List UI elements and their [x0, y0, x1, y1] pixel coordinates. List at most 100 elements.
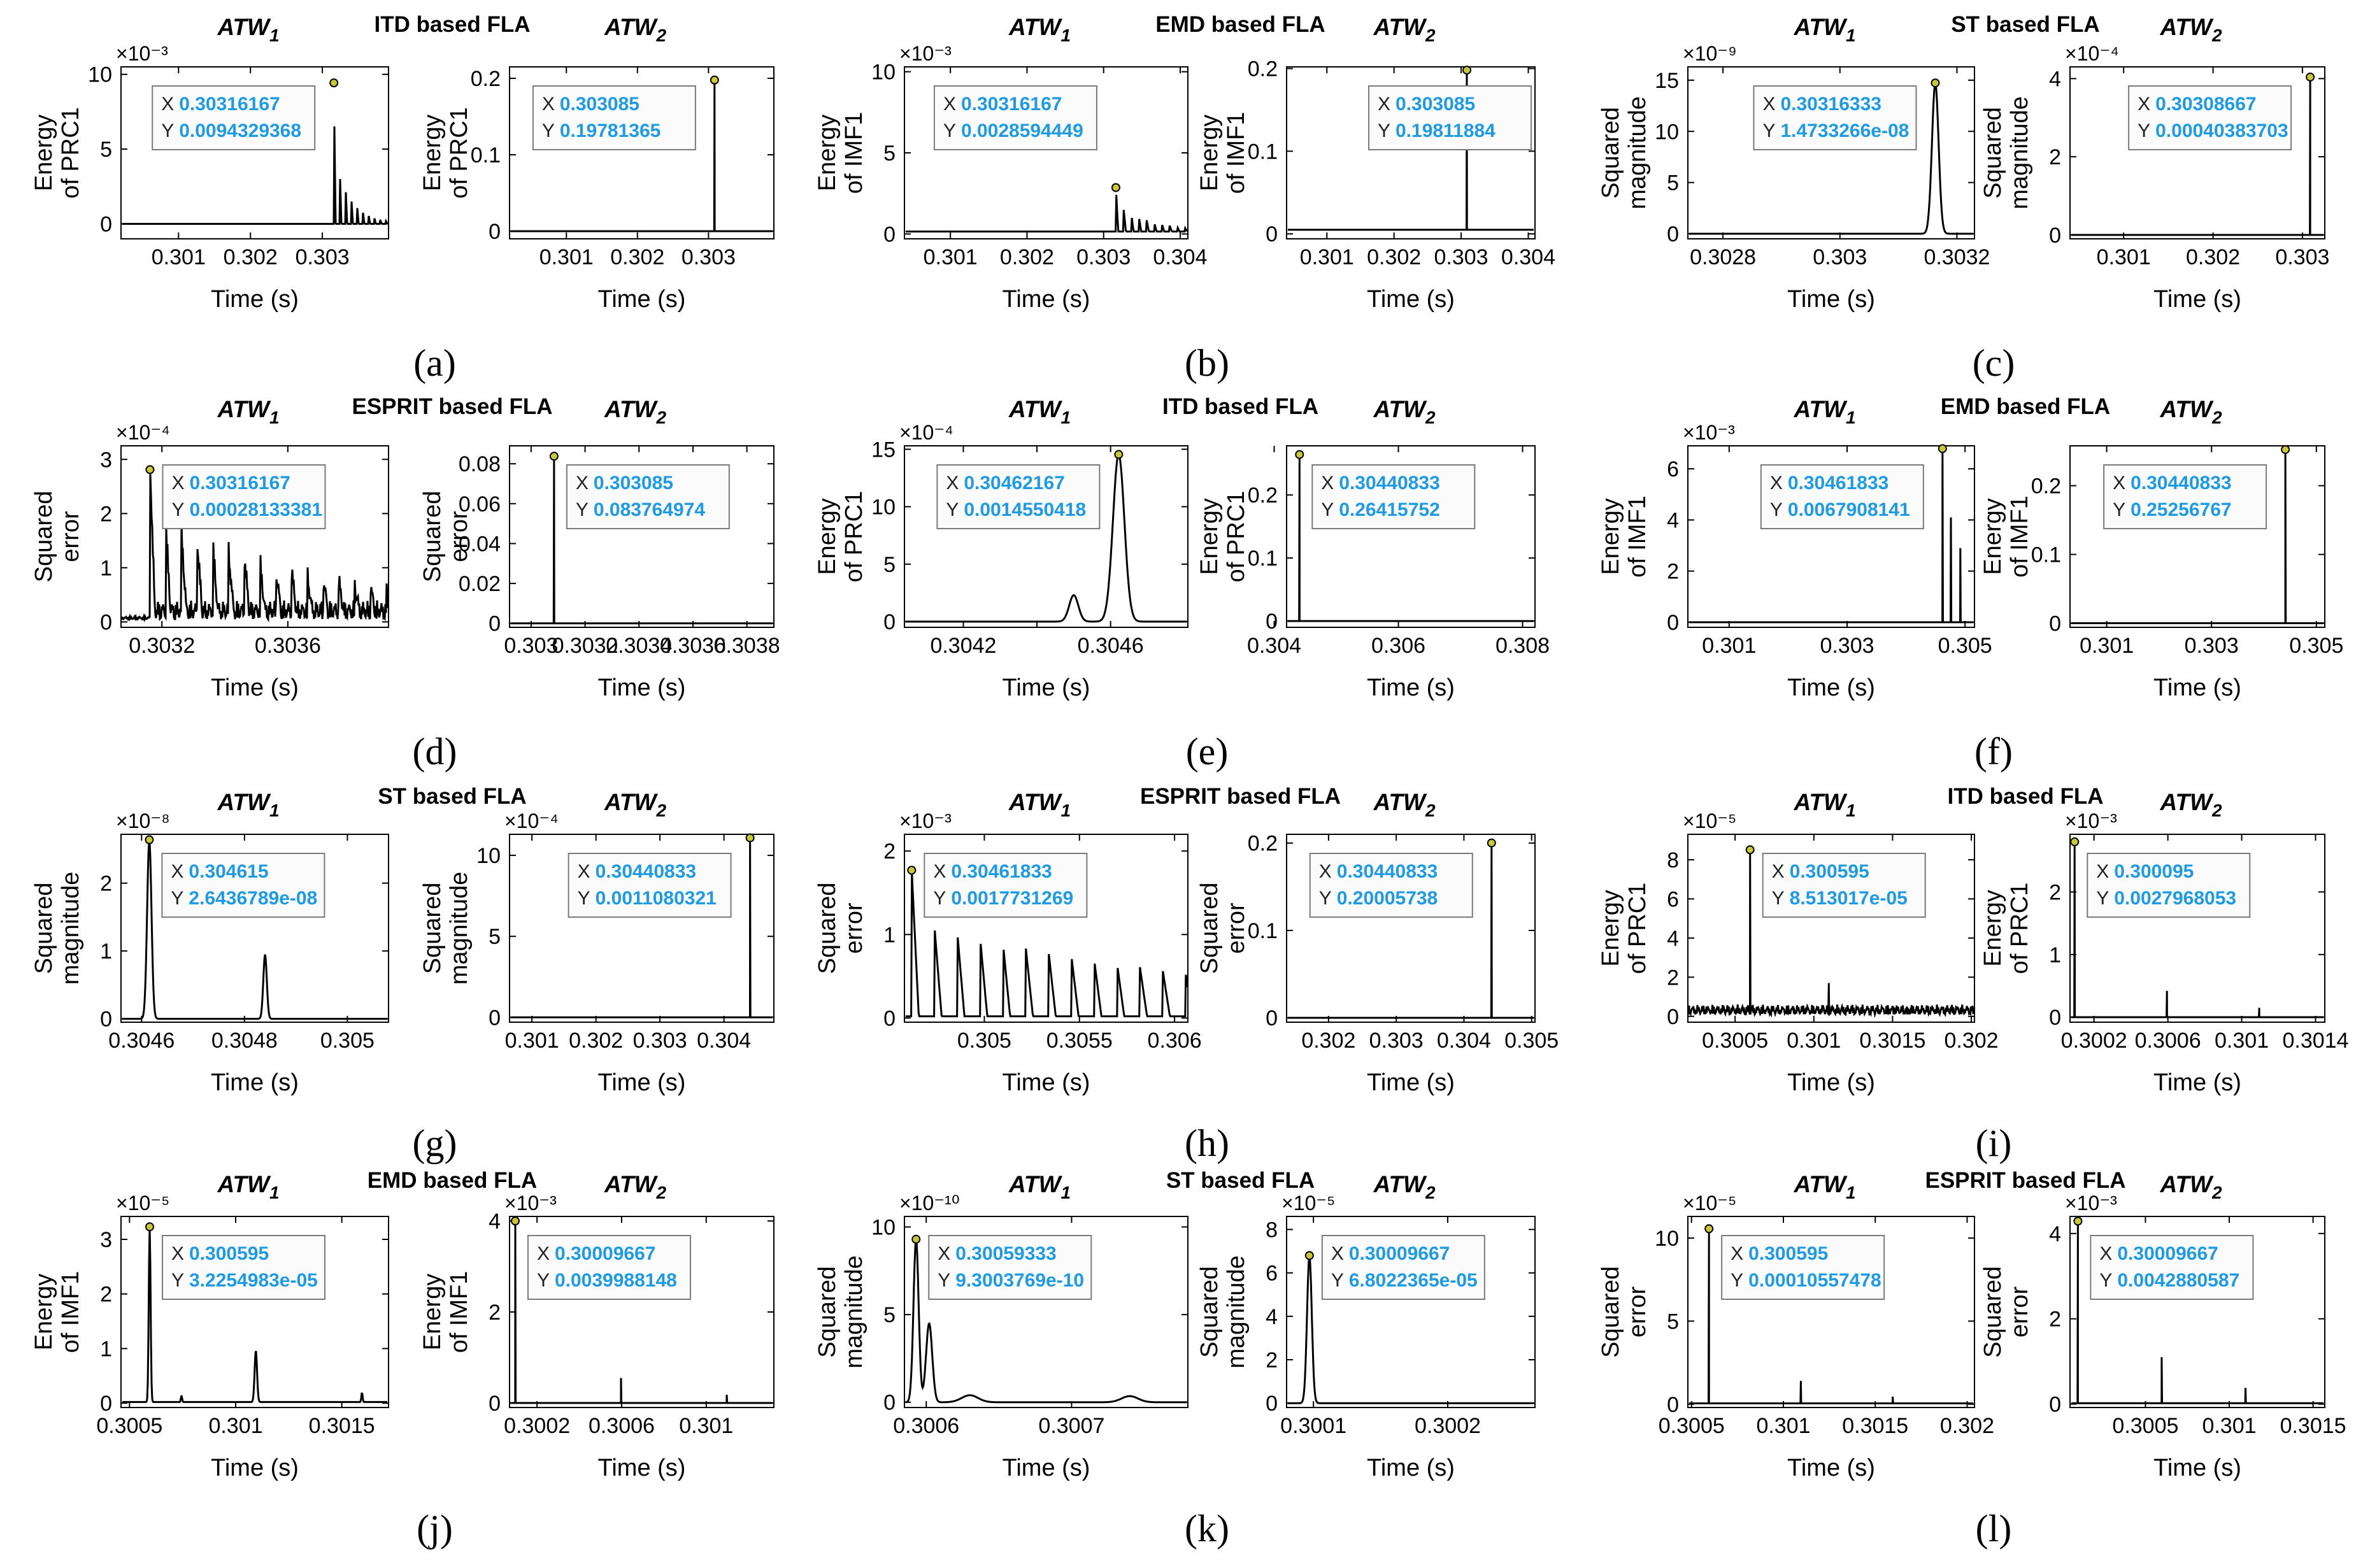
subplot-title-main: ATW: [604, 14, 659, 40]
x-tick-label: 0.3028: [1690, 245, 1756, 269]
x-tick-label: 0.304: [1501, 245, 1555, 269]
datatip-x-value: 0.30316333: [1780, 94, 1881, 115]
datatip-x-key: X: [1321, 473, 1334, 494]
datatip-x-key: X: [2138, 94, 2150, 115]
datatip-x-key: X: [1331, 1243, 1344, 1264]
datatip-marker[interactable]: [1111, 183, 1120, 192]
axis-exponent: ×10⁻¹⁰: [899, 1192, 960, 1215]
y-tick-label: 0.04: [459, 532, 501, 556]
datatip-marker[interactable]: [1931, 78, 1940, 88]
x-tick-label: 0.303: [1434, 245, 1488, 269]
y-axis-label-line: of IMF1: [841, 112, 867, 194]
datatip-marker[interactable]: [549, 452, 559, 461]
x-axis-label: Time (s): [1787, 1069, 1875, 1096]
datatip-marker[interactable]: [2070, 837, 2080, 846]
pair-title: EMD based FLA: [368, 1168, 537, 1193]
datatip-marker[interactable]: [1487, 838, 1496, 848]
datatip[interactable]: X 0.303085 Y 0.19811884: [1368, 85, 1532, 150]
y-tick-label: 10: [871, 61, 896, 85]
datatip-marker[interactable]: [145, 1222, 154, 1232]
x-axis-label: Time (s): [1787, 286, 1875, 313]
datatip[interactable]: X 0.30440833 Y 0.25256767: [2103, 464, 2267, 529]
y-axis-label-line: error: [1624, 1286, 1651, 1338]
datatip-marker[interactable]: [1938, 444, 1947, 453]
panel-a: ITD based FLA(a)ATW1×10⁻³0.301 0.302 0.303…: [31, 12, 775, 384]
subplot-title: ATW1: [1793, 396, 1855, 427]
datatip-marker[interactable]: [510, 1216, 520, 1226]
subplot-title-main: ATW: [1793, 396, 1848, 422]
y-tick-label: 0: [1667, 1005, 1679, 1029]
datatip-marker[interactable]: [2281, 445, 2290, 454]
datatip-marker[interactable]: [145, 835, 154, 845]
y-tick-label: 5: [883, 141, 896, 166]
datatip-marker[interactable]: [1295, 450, 1304, 459]
datatip-marker[interactable]: [907, 866, 917, 875]
x-tick-label: 0.303: [1369, 1029, 1424, 1053]
subplot-title: ATW1: [1793, 1171, 1855, 1202]
axis-exponent: ×10⁻³: [116, 42, 168, 65]
pair-title: ST based FLA: [378, 784, 526, 809]
x-tick-label: 0.3006: [893, 1414, 959, 1438]
datatip-marker[interactable]: [710, 75, 719, 85]
datatip-marker[interactable]: [1704, 1224, 1714, 1234]
y-axis-label-line: Energy: [1980, 498, 2006, 574]
datatip-marker[interactable]: [1745, 845, 1755, 855]
panel-caption: (d): [413, 731, 457, 773]
datatip-y-value: 0.0011080321: [596, 888, 717, 909]
datatip-box: [1368, 85, 1532, 150]
subplot-title-sub: 2: [2211, 408, 2222, 427]
datatip-marker[interactable]: [1304, 1251, 1314, 1260]
datatip-marker[interactable]: [911, 1234, 921, 1244]
panel-f: EMD based FLA(f)ATW1×10⁻³0.301 0.303 0.305…: [1597, 394, 2343, 773]
subplot-title-sub: 1: [1846, 25, 1856, 45]
axis-exponent: ×10⁻⁵: [1683, 809, 1736, 832]
datatip-y-value: 0.0014550418: [964, 499, 1086, 520]
datatip-y-key: Y: [2113, 499, 2125, 520]
subplot-atw1: ATW1 ×10⁻⁴ 0.3042 0.3046 0 5 10 15 Time (s) Energ…: [814, 396, 1189, 701]
datatip-y-key: Y: [171, 499, 184, 520]
y-axis-label: Squaredmagnitude: [814, 1255, 867, 1368]
y-tick-label: 0: [489, 1392, 501, 1416]
datatip[interactable]: X 0.304615 Y 2.6436789e-08: [161, 853, 325, 918]
datatip-marker[interactable]: [745, 833, 755, 843]
y-tick-label: 0: [1667, 611, 1679, 635]
axis-exponent: ×10⁻³: [2065, 809, 2117, 832]
datatip-y-value: 6.8022365e-05: [1349, 1270, 1478, 1291]
datatip-marker[interactable]: [329, 78, 339, 88]
datatip-marker[interactable]: [2073, 1216, 2083, 1226]
datatip-box: [568, 853, 732, 918]
datatip-marker[interactable]: [2306, 72, 2315, 82]
datatip-marker[interactable]: [1114, 450, 1124, 459]
datatip[interactable]: X 0.30440833 Y 0.0011080321: [568, 853, 732, 918]
datatip-y-key: Y: [1331, 1270, 1344, 1291]
y-tick-label: 10: [88, 63, 112, 87]
panel-j: EMD based FLA(j)ATW1×10⁻⁵0.3005 0.301 0.30…: [31, 1168, 775, 1550]
datatip-marker[interactable]: [1462, 66, 1472, 75]
y-tick-label: 4: [1667, 508, 1679, 532]
y-axis-label-line: Energy: [31, 1274, 57, 1350]
y-axis-label: Squaredmagnitude: [419, 872, 473, 985]
y-tick-label: 0: [883, 1006, 896, 1030]
subplot-title: ATW1: [1008, 789, 1071, 820]
datatip-marker[interactable]: [145, 465, 155, 474]
